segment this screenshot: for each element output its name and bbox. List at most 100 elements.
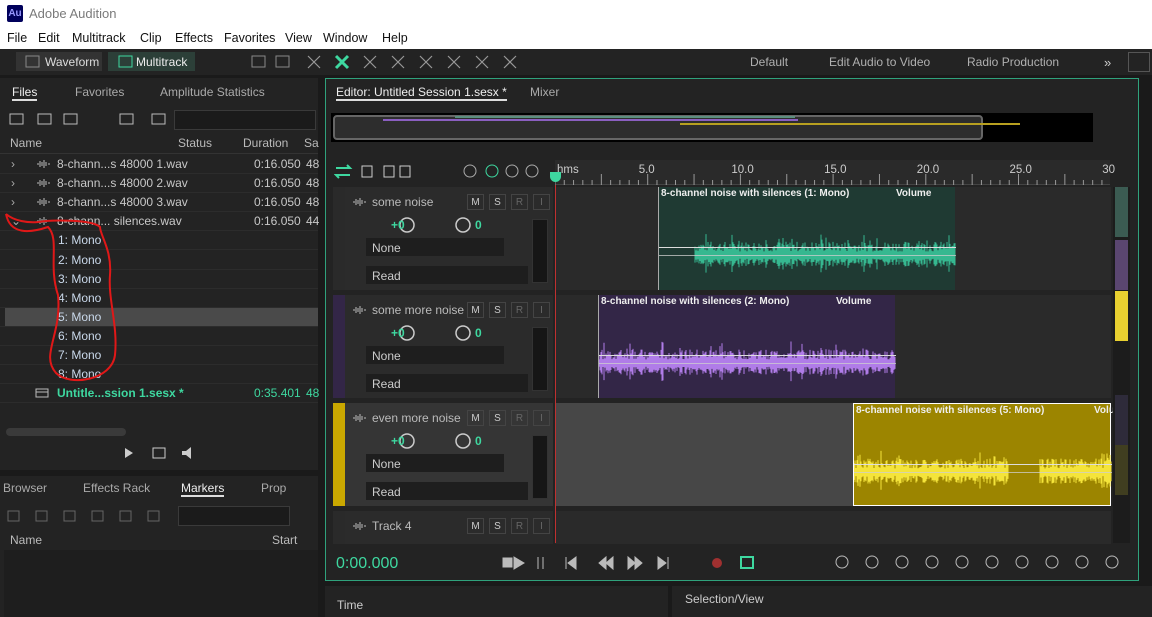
- waveform: [599, 341, 896, 382]
- bottom-panel: [325, 586, 668, 617]
- track-button[interactable]: M: [467, 302, 484, 318]
- track-button[interactable]: M: [467, 410, 484, 426]
- overview-clip: [680, 123, 1020, 125]
- track-icon: [353, 198, 366, 206]
- input-select[interactable]: [366, 238, 504, 256]
- track-button[interactable]: R: [511, 518, 528, 534]
- track-header: [345, 511, 553, 545]
- duration: 0:16.050: [254, 176, 301, 191]
- menu-item[interactable]: Clip: [140, 31, 162, 45]
- menu-item[interactable]: File: [7, 31, 28, 45]
- audio-clip[interactable]: 8-channel noise with silences (1: Mono) V…: [658, 187, 956, 290]
- automation-select[interactable]: [366, 374, 528, 392]
- track-button[interactable]: M: [467, 518, 484, 534]
- app-icon: Au: [7, 5, 23, 22]
- channel-row[interactable]: 1: Mono: [58, 233, 102, 248]
- track-knobs: [399, 325, 471, 341]
- input-select[interactable]: [366, 346, 504, 364]
- audio-clip[interactable]: 8-channel noise with silences (5: Mono) V…: [853, 403, 1115, 506]
- search-button[interactable]: [1128, 52, 1150, 72]
- file-row[interactable]: 8-chann...s 48000 2.wav: [57, 176, 188, 191]
- workspace[interactable]: Default: [750, 55, 789, 69]
- clip-title: 8-channel noise with silences (2: Mono): [601, 296, 790, 307]
- search-field[interactable]: [178, 506, 290, 526]
- channel-row[interactable]: 2: Mono: [58, 252, 102, 267]
- channel-row[interactable]: 3: Mono: [58, 271, 102, 286]
- track-name[interactable]: Track 4: [372, 519, 412, 533]
- panel-tab[interactable]: Browser: [3, 481, 48, 495]
- track-icon: [353, 306, 366, 314]
- panel-tab[interactable]: Files: [12, 85, 38, 101]
- channel-row[interactable]: 6: Mono: [58, 328, 102, 343]
- track-button[interactable]: S: [489, 302, 506, 318]
- panel-tab[interactable]: Markers: [181, 481, 225, 497]
- menu-item[interactable]: Edit: [38, 31, 60, 45]
- scroll-segment: [1115, 445, 1128, 495]
- channel-row[interactable]: 5: Mono: [58, 309, 102, 324]
- track-button[interactable]: I: [533, 194, 550, 210]
- scroll-segment: [1115, 395, 1128, 445]
- panel-tab[interactable]: Amplitude Statistics: [160, 85, 265, 99]
- transport-button: [502, 557, 513, 568]
- row-line: [0, 230, 318, 232]
- workspace[interactable]: Edit Audio to Video: [829, 55, 931, 69]
- panel-tab[interactable]: Mixer: [530, 85, 560, 99]
- file-icon: [37, 113, 52, 125]
- file-row[interactable]: 8-chann... silences.wav: [57, 214, 182, 229]
- row-line: [0, 306, 318, 308]
- track-button[interactable]: S: [489, 194, 506, 210]
- menu-item[interactable]: Help: [382, 31, 408, 45]
- file-row[interactable]: 8-chann...s 48000 1.wav: [57, 157, 188, 171]
- tool-icon: [399, 165, 411, 178]
- track-button[interactable]: M: [467, 194, 484, 210]
- volume-knob: [399, 217, 415, 233]
- channel-row[interactable]: 7: Mono: [58, 348, 102, 362]
- track-button[interactable]: I: [533, 302, 550, 318]
- file-icon: [37, 198, 50, 207]
- track-name[interactable]: some more noise: [372, 303, 465, 317]
- panel-tab[interactable]: Selection/View: [685, 592, 764, 606]
- track-button[interactable]: S: [489, 518, 506, 534]
- meter: [532, 219, 548, 283]
- panel-tab[interactable]: Prop: [261, 481, 287, 495]
- tool-icon: [334, 54, 350, 70]
- app-title: Adobe Audition: [29, 6, 117, 21]
- track-button[interactable]: S: [489, 410, 506, 426]
- row-line: [0, 211, 318, 213]
- playhead: [555, 185, 556, 543]
- transport-bar: [326, 544, 1138, 580]
- file-row[interactable]: 8-chann...s 48000 3.wav: [57, 195, 188, 210]
- search-field[interactable]: [174, 110, 316, 130]
- mode-button[interactable]: [16, 52, 102, 71]
- track-button[interactable]: I: [533, 410, 550, 426]
- menu-item[interactable]: View: [285, 31, 312, 45]
- track-name[interactable]: some noise: [372, 195, 434, 209]
- track-button[interactable]: R: [511, 194, 528, 210]
- track-button[interactable]: I: [533, 518, 550, 534]
- panel-tab[interactable]: Effects Rack: [83, 481, 151, 495]
- audio-clip[interactable]: 8-channel noise with silences (2: Mono) V…: [598, 295, 896, 398]
- menu-item[interactable]: Window: [323, 31, 368, 45]
- automation-select[interactable]: [366, 266, 528, 284]
- automation-select[interactable]: [366, 482, 528, 500]
- panel-tab[interactable]: Editor: Untitled Session 1.sesx *: [336, 85, 507, 101]
- zoom-button: [925, 555, 939, 569]
- menu-item[interactable]: Effects: [175, 31, 213, 45]
- mode-button[interactable]: [108, 52, 195, 71]
- workspace[interactable]: Radio Production: [967, 55, 1060, 69]
- menu-item[interactable]: Favorites: [224, 31, 276, 45]
- pan-knob: [455, 433, 471, 449]
- channel-row[interactable]: 4: Mono: [58, 290, 102, 305]
- panel-tab[interactable]: Time: [337, 598, 364, 612]
- title-bar: [0, 0, 1152, 49]
- track-name[interactable]: even more noise: [372, 411, 461, 425]
- input-select[interactable]: [366, 454, 504, 472]
- marker-list: [4, 550, 318, 617]
- track-button[interactable]: R: [511, 410, 528, 426]
- wave-icon: [353, 414, 366, 422]
- tool-icon: [307, 55, 321, 69]
- panel-tab[interactable]: Favorites: [75, 85, 125, 99]
- menu-item[interactable]: Multitrack: [72, 31, 126, 45]
- file-row[interactable]: Untitle...ssion 1.sesx *: [57, 386, 184, 401]
- track-button[interactable]: R: [511, 302, 528, 318]
